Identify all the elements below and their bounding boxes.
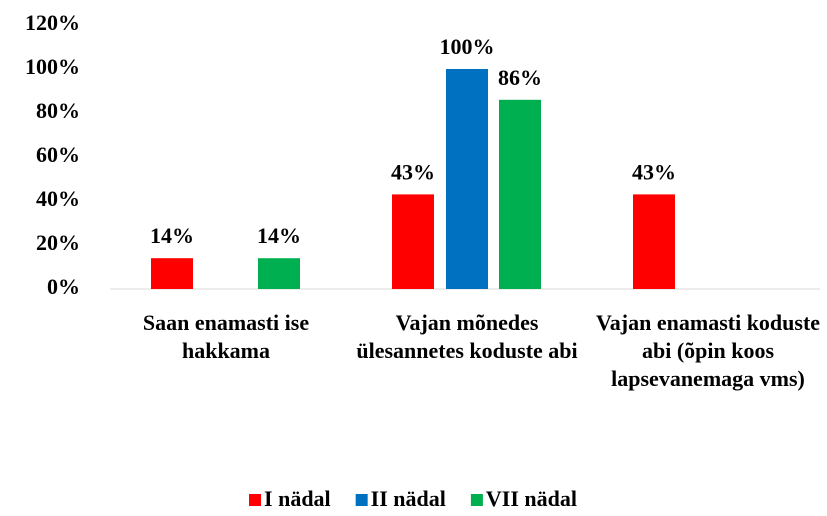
y-tick-label: 40% (36, 186, 80, 211)
data-label: 14% (257, 223, 301, 248)
legend-swatch (355, 494, 368, 506)
x-tick-label: Saan enamasti ise hakkama (142, 310, 310, 363)
y-tick-label: 20% (36, 230, 80, 255)
legend-label: I nädal (264, 486, 331, 511)
bar (151, 258, 193, 289)
y-tick-label: 100% (25, 54, 80, 79)
legend-swatch (249, 494, 262, 506)
x-tick-label: Vajan enamasti koduste abi (õpin koos la… (595, 310, 821, 391)
y-tick-label: 80% (36, 98, 80, 123)
legend-label: II nädal (371, 486, 446, 511)
data-label: 43% (391, 159, 435, 184)
legend-swatch (470, 494, 483, 506)
data-label: 14% (150, 223, 194, 248)
legend: I nädal II nädal VII nädal (249, 486, 577, 511)
x-tick-label: Vajan mõnedes ülesannetes koduste abi (356, 310, 578, 363)
legend-label: VII nädal (486, 486, 577, 511)
data-label: 100% (440, 34, 495, 59)
data-label: 86% (498, 65, 542, 90)
data-label: 43% (632, 159, 676, 184)
bar (499, 99, 541, 289)
y-tick-label: 120% (25, 10, 80, 35)
x-tick-label-box: Vajan mõnedes ülesannetes koduste abi (356, 310, 578, 363)
bar (633, 194, 675, 289)
bar (446, 69, 488, 289)
x-tick-label-box: Vajan enamasti koduste abi (õpin koos la… (595, 310, 821, 391)
y-tick-label: 0% (47, 274, 80, 299)
y-tick-label: 60% (36, 142, 80, 167)
bar (392, 194, 434, 289)
bar (258, 258, 300, 289)
x-tick-label-box: Saan enamasti ise hakkama (142, 310, 310, 363)
